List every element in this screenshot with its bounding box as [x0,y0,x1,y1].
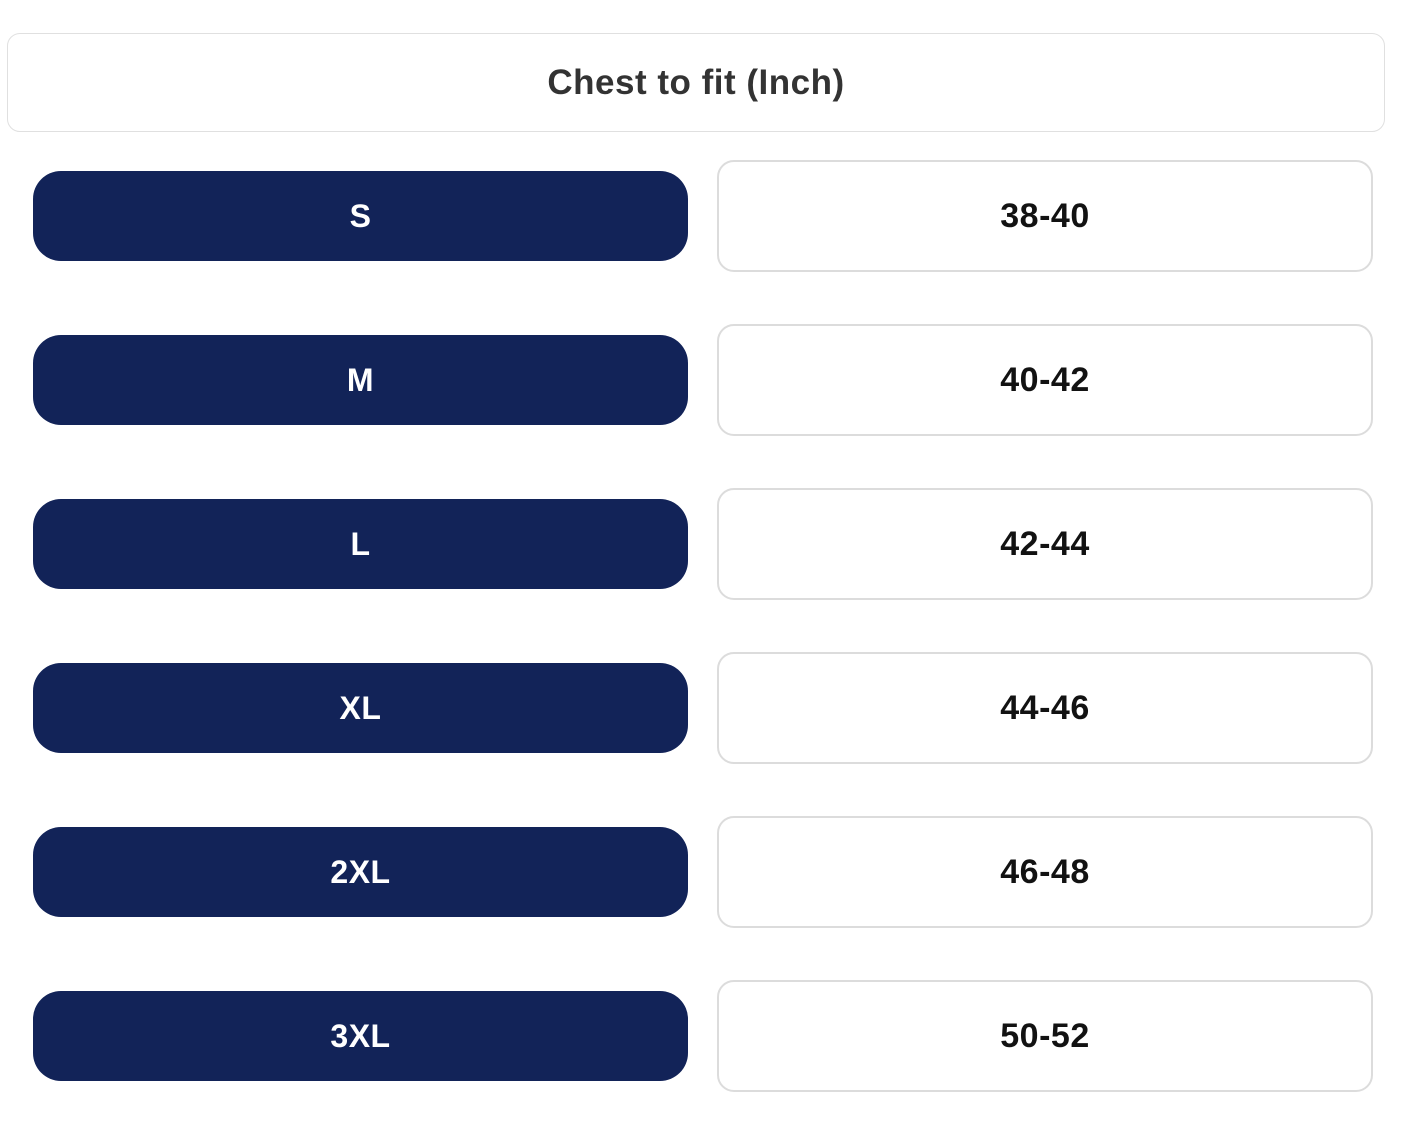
range-box-l: 42-44 [717,488,1373,600]
size-label: 3XL [330,1017,391,1054]
size-label: M [346,361,375,398]
size-pill-m: M [33,335,688,425]
size-label: 2XL [330,853,391,890]
size-pill-xl: XL [33,663,688,753]
size-label: L [350,525,371,562]
range-value: 40-42 [1000,360,1090,399]
range-value: 46-48 [1000,852,1090,891]
size-label: S [349,197,372,234]
size-row-l: L 42-44 [0,488,1412,600]
range-value: 42-44 [1000,524,1090,563]
size-pill-l: L [33,499,688,589]
size-chart-title: Chest to fit (Inch) [547,62,845,102]
range-value: 50-52 [1000,1016,1090,1055]
size-pill-3xl: 3XL [33,991,688,1081]
size-chart-rows: S 38-40 M 40-42 L 42-44 XL [0,160,1412,1092]
range-box-m: 40-42 [717,324,1373,436]
size-row-xl: XL 44-46 [0,652,1412,764]
size-pill-s: S [33,171,688,261]
size-row-3xl: 3XL 50-52 [0,980,1412,1092]
range-box-xl: 44-46 [717,652,1373,764]
range-box-2xl: 46-48 [717,816,1373,928]
size-row-2xl: 2XL 46-48 [0,816,1412,928]
range-value: 38-40 [1000,196,1090,235]
size-row-m: M 40-42 [0,324,1412,436]
range-box-s: 38-40 [717,160,1373,272]
size-row-s: S 38-40 [0,160,1412,272]
range-box-3xl: 50-52 [717,980,1373,1092]
size-label: XL [339,689,382,726]
range-value: 44-46 [1000,688,1090,727]
size-pill-2xl: 2XL [33,827,688,917]
size-chart-header: Chest to fit (Inch) [7,33,1385,132]
